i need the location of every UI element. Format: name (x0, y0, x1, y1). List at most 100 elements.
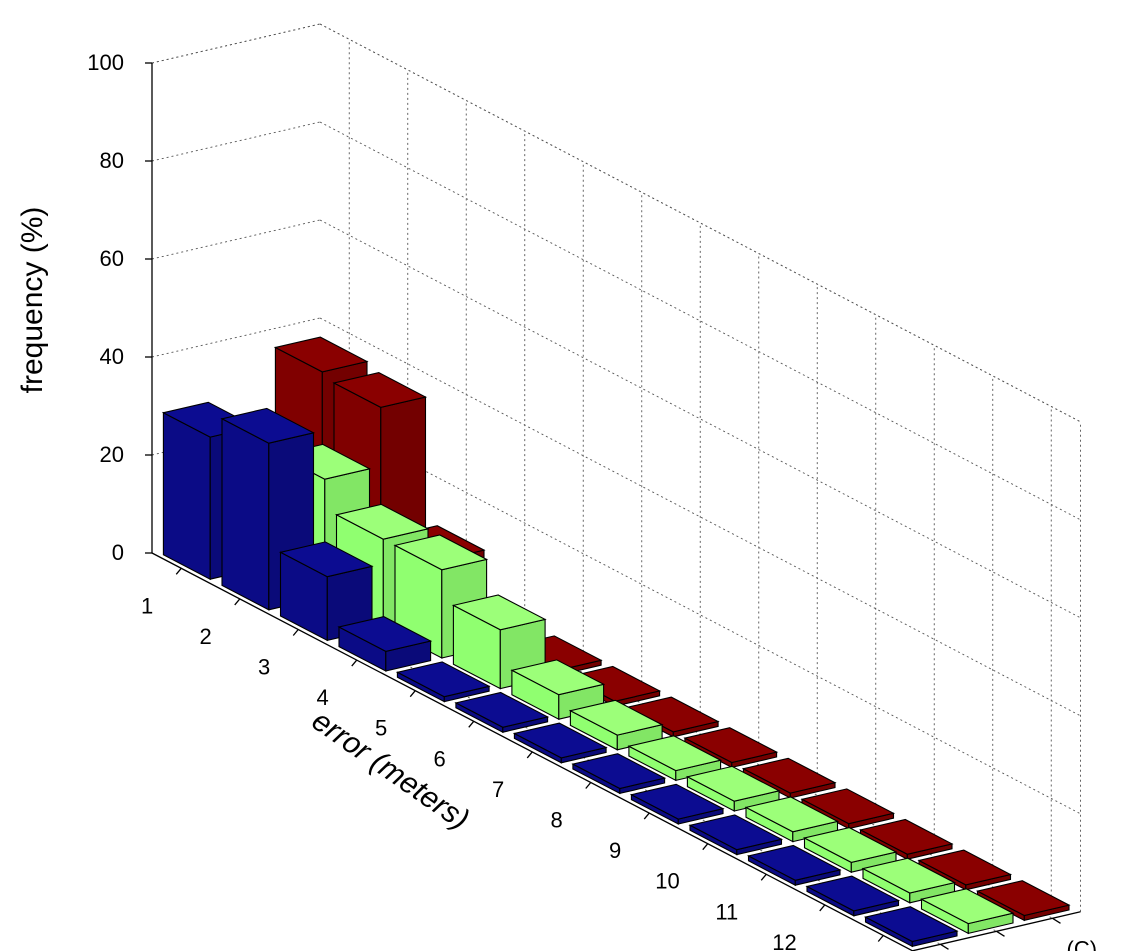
bar-top-face (861, 857, 957, 894)
bar-top-face (220, 407, 316, 444)
bar-top-face (919, 888, 1015, 925)
x-tick (526, 751, 533, 759)
x-tick-label: 5 (375, 716, 387, 741)
bar-(B)-9 (685, 765, 781, 812)
grid-line (319, 317, 1081, 717)
x-tick-label: 12 (772, 930, 796, 951)
bar-top-face (571, 753, 667, 790)
bar-(B)-8 (627, 735, 723, 782)
bar-(A)-11 (746, 844, 842, 887)
bar-top-face (858, 818, 954, 855)
bar-(A)-10 (688, 814, 784, 856)
bar-(B)-10 (744, 796, 840, 843)
z-tick-label: 60 (100, 246, 124, 271)
bar-top-face (685, 765, 781, 802)
grid-line (319, 121, 1081, 521)
bar-(B)-11 (802, 827, 898, 874)
bar-(A)-4 (337, 616, 433, 672)
bar-top-face (332, 372, 428, 408)
bar-top-face (802, 827, 898, 863)
x-tick-label: 11 (715, 899, 738, 924)
bar-top-face (917, 849, 1013, 886)
x-tick-label: 8 (551, 808, 563, 833)
bar-top-face (512, 722, 608, 759)
y-tick-label: (C) (1067, 936, 1098, 951)
x-tick (760, 873, 767, 881)
grid-line (319, 23, 1081, 423)
bar-front-face (221, 417, 270, 611)
x-tick-label: 4 (317, 685, 329, 710)
x-tick (292, 629, 299, 636)
bar-top-face (800, 788, 896, 825)
bar-(A)-9 (629, 783, 725, 825)
bar-top-face (454, 691, 550, 728)
x-axis-title: error (meters) (306, 704, 475, 836)
bar-top-face (273, 336, 369, 373)
x-tick-label: 3 (258, 655, 270, 680)
grid-line (151, 317, 321, 358)
bar-top-face (741, 757, 837, 794)
bar-(A)-5 (395, 661, 491, 703)
bar-top-face (975, 880, 1071, 917)
labels-layer: 02040608010012345678910111213(A)(B)(C) (87, 50, 1097, 951)
x-tick (702, 843, 709, 851)
x-tick (877, 935, 884, 942)
z-tick-label: 0 (112, 540, 124, 565)
z-tick-label: 80 (100, 148, 124, 173)
bar-top-face (451, 594, 547, 631)
x-tick (175, 567, 182, 575)
bar-(B)-7 (568, 699, 664, 751)
bar-top-face (746, 844, 842, 881)
x-tick (643, 812, 650, 820)
axes-layer (145, 62, 1081, 951)
bar-top-face (683, 727, 779, 764)
y-tick (1052, 917, 1061, 924)
grid-line (319, 415, 1081, 815)
y-tick (996, 930, 1005, 937)
bar-top-face (337, 616, 433, 652)
x-tick (819, 904, 826, 912)
bar-(A)-12 (805, 875, 901, 917)
x-tick-label: 2 (200, 624, 212, 649)
bar-(A)-13 (863, 906, 959, 948)
z-tick-label: 40 (100, 344, 124, 369)
bar-(A)-7 (512, 722, 608, 764)
x-tick-label: 10 (655, 869, 679, 894)
bar-top-face (334, 503, 430, 540)
bar-(B)-13 (919, 888, 1015, 935)
z-tick-label: 20 (100, 442, 124, 467)
bar-front-face (162, 411, 211, 581)
x-tick (409, 690, 416, 698)
bar-top-face (393, 534, 489, 571)
z-tick-label: 100 (87, 50, 124, 75)
y-tick (940, 943, 949, 950)
bar-top-face (805, 875, 901, 912)
bar-(A)-6 (454, 691, 550, 734)
bar-top-face (629, 783, 725, 820)
x-tick (351, 659, 358, 667)
bar-top-face (510, 659, 606, 696)
bar-top-face (688, 814, 784, 851)
x-tick-label: 9 (609, 838, 621, 863)
x-tick (468, 720, 475, 728)
bar-top-face (744, 796, 840, 833)
bar-(A)-8 (571, 753, 667, 795)
x-tick (234, 598, 241, 606)
z-axis-title: frequency (%) (16, 207, 49, 394)
x-tick (585, 782, 592, 789)
grid-line (151, 121, 321, 162)
bar-top-face (568, 699, 664, 736)
y-tick-label: (B) (1011, 949, 1040, 951)
x-tick-label: 6 (434, 746, 446, 771)
grid-line (319, 219, 1081, 619)
x-tick-label: 1 (141, 593, 153, 618)
bar-top-face (863, 906, 959, 943)
grid-line (151, 219, 321, 260)
bars-layer (161, 336, 1071, 948)
grid-line (151, 23, 321, 64)
bar-top-face (278, 541, 374, 578)
bar-top-face (627, 735, 723, 772)
x-tick-label: 7 (492, 777, 504, 802)
bar-top-face (395, 661, 491, 698)
